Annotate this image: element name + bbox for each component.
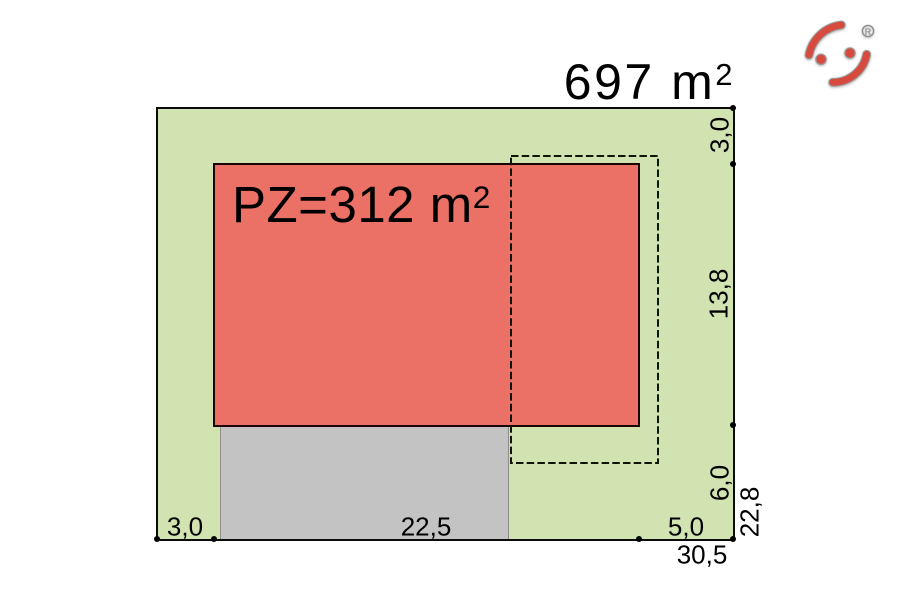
svg-text:R: R (865, 27, 872, 37)
